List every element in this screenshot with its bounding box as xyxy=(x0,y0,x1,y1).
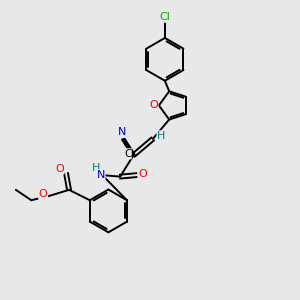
Text: H: H xyxy=(92,163,100,173)
Text: N: N xyxy=(117,127,126,137)
Text: C: C xyxy=(124,149,131,159)
Text: Cl: Cl xyxy=(159,12,170,22)
Text: O: O xyxy=(149,100,158,110)
Text: O: O xyxy=(138,169,147,178)
Text: H: H xyxy=(157,131,165,141)
Text: O: O xyxy=(55,164,64,174)
Text: N: N xyxy=(97,169,105,179)
Text: O: O xyxy=(39,189,48,199)
